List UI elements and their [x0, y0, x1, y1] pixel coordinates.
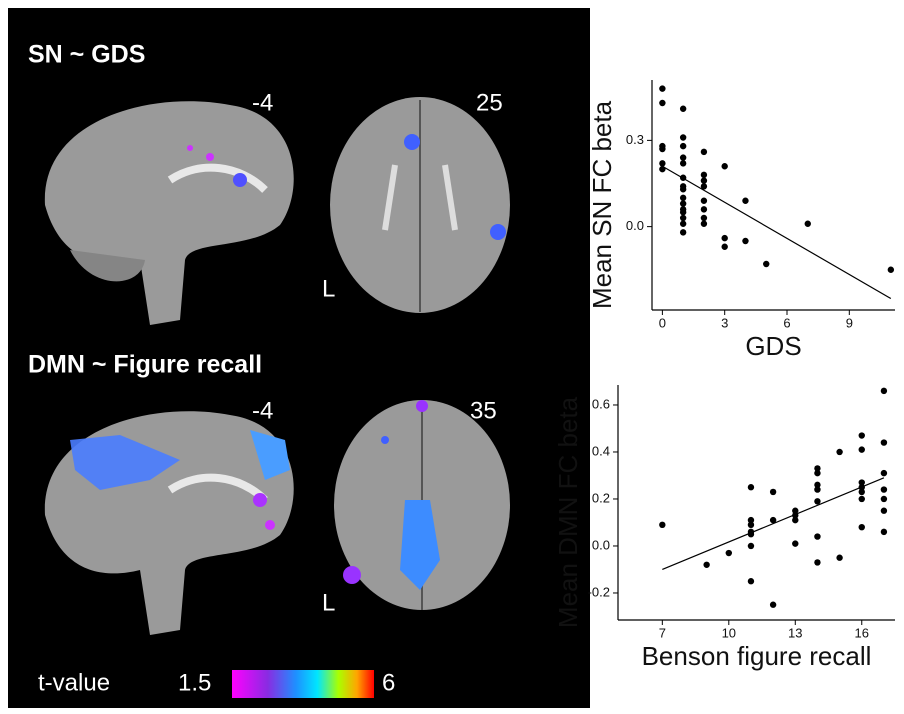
slice-coordinate: -4 — [252, 89, 273, 116]
scatter-point — [680, 221, 686, 227]
colorbar — [232, 670, 374, 698]
scatter-point — [659, 160, 665, 166]
scatter-point — [881, 486, 887, 492]
y-tick-label: 0.3 — [626, 132, 644, 147]
scatter-point — [659, 522, 665, 528]
scatter-point — [701, 206, 707, 212]
colorbar-label: t-value — [38, 669, 110, 696]
colorbar-max: 6 — [382, 669, 395, 696]
y-tick-label: 0.2 — [592, 490, 610, 505]
scatter-point — [721, 244, 727, 250]
scatter-point — [792, 517, 798, 523]
scatter-point — [659, 85, 665, 91]
scatter-point — [814, 533, 820, 539]
scatter-point — [770, 489, 776, 495]
scatter-point — [881, 439, 887, 445]
x-tick-label: 7 — [659, 625, 666, 640]
x-tick-label: 6 — [783, 315, 790, 330]
x-axis-title: GDS — [745, 331, 801, 361]
y-tick-label: 0.0 — [592, 537, 610, 552]
slice-coordinate: 35 — [470, 397, 497, 424]
scatter-point — [814, 470, 820, 476]
scatter-point — [859, 524, 865, 530]
scatter-point — [721, 235, 727, 241]
y-tick-label: 0.6 — [592, 396, 610, 411]
x-tick-label: 13 — [788, 625, 802, 640]
panel-title: SN ~ GDS — [28, 41, 145, 69]
scatter-point — [859, 489, 865, 495]
figure: SN ~ GDS -4 25 L DMN ~ Figure recall -4 … — [0, 0, 904, 714]
colorbar-min: 1.5 — [178, 669, 211, 696]
scatter-point — [859, 432, 865, 438]
scatter-point — [742, 198, 748, 204]
scatter-point — [881, 529, 887, 535]
scatter-point — [859, 496, 865, 502]
panel-title: DMN ~ Figure recall — [28, 351, 262, 379]
scatter-point — [701, 149, 707, 155]
scatter-point — [659, 100, 665, 106]
scatter-point — [703, 562, 709, 568]
x-tick-label: 9 — [846, 315, 853, 330]
side-label: L — [322, 589, 335, 616]
scatter-point — [814, 498, 820, 504]
axial-brain — [330, 97, 510, 313]
x-tick-label: 3 — [721, 315, 728, 330]
scatter-point — [836, 449, 842, 455]
scatter-point — [748, 484, 754, 490]
scatter-point — [814, 559, 820, 565]
scatter-point — [881, 496, 887, 502]
scatter-point — [888, 267, 894, 273]
x-axis-title: Benson figure recall — [642, 641, 872, 671]
scatter-point — [680, 200, 686, 206]
scatter-point — [763, 261, 769, 267]
scatter-point — [701, 198, 707, 204]
scatter-point — [814, 486, 820, 492]
scatter-point — [748, 522, 754, 528]
scatter-point — [680, 154, 686, 160]
scatter-point — [701, 221, 707, 227]
scatter-point — [701, 215, 707, 221]
scatter-point — [742, 238, 748, 244]
scatter-point — [659, 146, 665, 152]
scatter-point — [680, 195, 686, 201]
x-tick-label: 10 — [722, 625, 736, 640]
scatter-point — [680, 106, 686, 112]
scatter-point — [748, 543, 754, 549]
x-tick-label: 0 — [659, 315, 666, 330]
side-label: L — [322, 275, 335, 302]
y-tick-label: 0.4 — [592, 443, 610, 458]
y-axis-title: Mean SN FC beta — [587, 100, 617, 309]
scatter-point — [748, 578, 754, 584]
y-tick-label: 0.0 — [626, 218, 644, 233]
scatter-point — [881, 388, 887, 394]
slice-coordinate: 25 — [476, 89, 503, 116]
scatter-point — [680, 160, 686, 166]
scatter-point — [859, 446, 865, 452]
scatter-point — [726, 550, 732, 556]
scatter-point — [680, 229, 686, 235]
scatter-point — [701, 177, 707, 183]
slice-coordinate: -4 — [252, 397, 273, 424]
scatter-point — [680, 215, 686, 221]
axial-brain — [334, 400, 510, 610]
scatter-point — [805, 221, 811, 227]
scatter-point — [792, 540, 798, 546]
scatter-point — [721, 163, 727, 169]
scatter-point — [680, 134, 686, 140]
y-tick-label: -0.2 — [588, 584, 610, 599]
x-tick-label: 16 — [855, 625, 869, 640]
scatter-point — [680, 186, 686, 192]
scatter-point — [680, 209, 686, 215]
y-axis-title: Mean DMN FC beta — [553, 396, 583, 628]
scatter-point — [680, 143, 686, 149]
scatter-point — [770, 602, 776, 608]
scatter-point — [836, 555, 842, 561]
scatter-point — [881, 508, 887, 514]
scatter-point — [701, 172, 707, 178]
scatter-point — [881, 470, 887, 476]
fit-line — [662, 166, 890, 298]
